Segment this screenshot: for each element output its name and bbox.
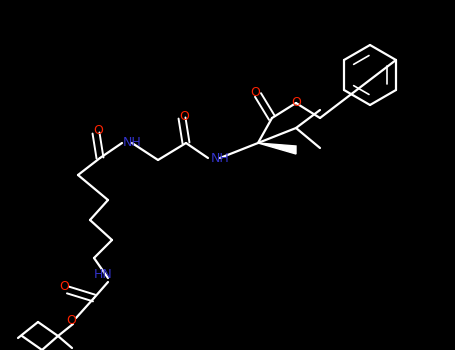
Text: O: O [250,85,260,98]
Polygon shape [258,143,296,154]
Text: NH: NH [123,136,142,149]
Text: O: O [66,315,76,328]
Text: HN: HN [94,267,112,280]
Text: NH: NH [211,152,229,164]
Text: O: O [179,110,189,122]
Text: O: O [59,280,69,293]
Text: O: O [93,125,103,138]
Text: O: O [291,97,301,110]
